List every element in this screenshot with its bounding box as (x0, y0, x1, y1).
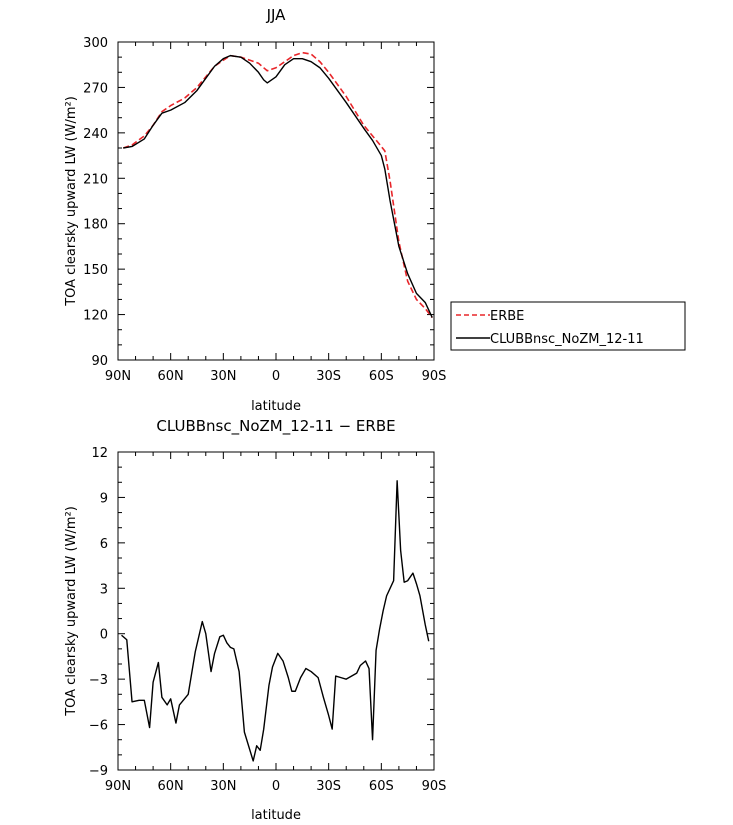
bottom-y-tick-label: −6 (89, 719, 108, 734)
top-axes: 90N 60N 30N 0 30S 60S 90S 90 120 150 180 210 240 270 3… (83, 36, 446, 384)
top-y-tick-label: 90 (91, 354, 108, 369)
top-y-tick-label: 210 (83, 172, 108, 187)
top-y-tick-label: 150 (83, 263, 108, 278)
top-plot-frame (117, 41, 435, 361)
top-x-tick-label: 60S (369, 369, 394, 384)
bottom-x-tick-label: 30S (316, 779, 341, 794)
bottom-y-tick-label: 3 (100, 582, 108, 597)
top-panel: JJA TOA clearsky upward LW (W/m²) latitu… (64, 6, 446, 414)
top-y-tick-label: 300 (83, 36, 108, 51)
top-x-tick-label: 30N (210, 369, 236, 384)
bottom-plot-frame (117, 451, 435, 771)
bottom-y-tick-label: 6 (100, 537, 108, 552)
top-series-layer (123, 51, 433, 319)
bottom-x-tick-label: 0 (272, 779, 280, 794)
legend: ERBE CLUBBnsc_NoZM_12-11 (450, 301, 686, 351)
bottom-x-axis-label: latitude (251, 808, 301, 823)
top-x-tick-label: 90N (105, 369, 131, 384)
bottom-y-tick-label: −9 (89, 764, 108, 779)
legend-label-clubb: CLUBBnsc_NoZM_12-11 (490, 332, 644, 347)
top-x-tick-label: 60N (158, 369, 184, 384)
bottom-panel: CLUBBnsc_NoZM_12-11 − ERBE TOA clearsky … (64, 417, 446, 823)
bottom-x-tick-label: 30N (210, 779, 236, 794)
bottom-x-tick-label: 60S (369, 779, 394, 794)
bottom-axes: 90N 60N 30N 0 30S 60S 90S −9 −6 −3 0 3 6 9 12 (89, 446, 447, 794)
top-chart-title: JJA (266, 6, 287, 24)
legend-box (450, 301, 686, 351)
top-x-tick-label: 30S (316, 369, 341, 384)
bottom-chart-title: CLUBBnsc_NoZM_12-11 − ERBE (156, 417, 395, 436)
top-series-line-0 (123, 51, 433, 319)
bottom-x-tick-label: 60N (158, 779, 184, 794)
bottom-y-tick-label: 0 (100, 628, 108, 643)
top-x-tick-label: 0 (272, 369, 280, 384)
bottom-y-tick-label: −3 (89, 673, 108, 688)
top-x-axis-label: latitude (251, 399, 301, 414)
bottom-y-tick-label: 9 (100, 491, 108, 506)
legend-label-erbe: ERBE (490, 309, 524, 324)
bottom-x-tick-label: 90S (422, 779, 447, 794)
top-series-line-1 (123, 54, 433, 318)
top-y-tick-label: 180 (83, 218, 108, 233)
bottom-y-axis-label: TOA clearsky upward LW (W/m²) (64, 506, 79, 717)
bottom-series-line-0 (121, 480, 430, 762)
top-y-tick-label: 120 (83, 309, 108, 324)
bottom-y-tick-label: 12 (91, 446, 108, 461)
top-y-tick-label: 240 (83, 127, 108, 142)
top-y-tick-label: 270 (83, 81, 108, 96)
top-x-tick-label: 90S (422, 369, 447, 384)
bottom-series-layer (121, 480, 430, 762)
bottom-x-tick-label: 90N (105, 779, 131, 794)
top-y-axis-label: TOA clearsky upward LW (W/m²) (64, 96, 79, 307)
